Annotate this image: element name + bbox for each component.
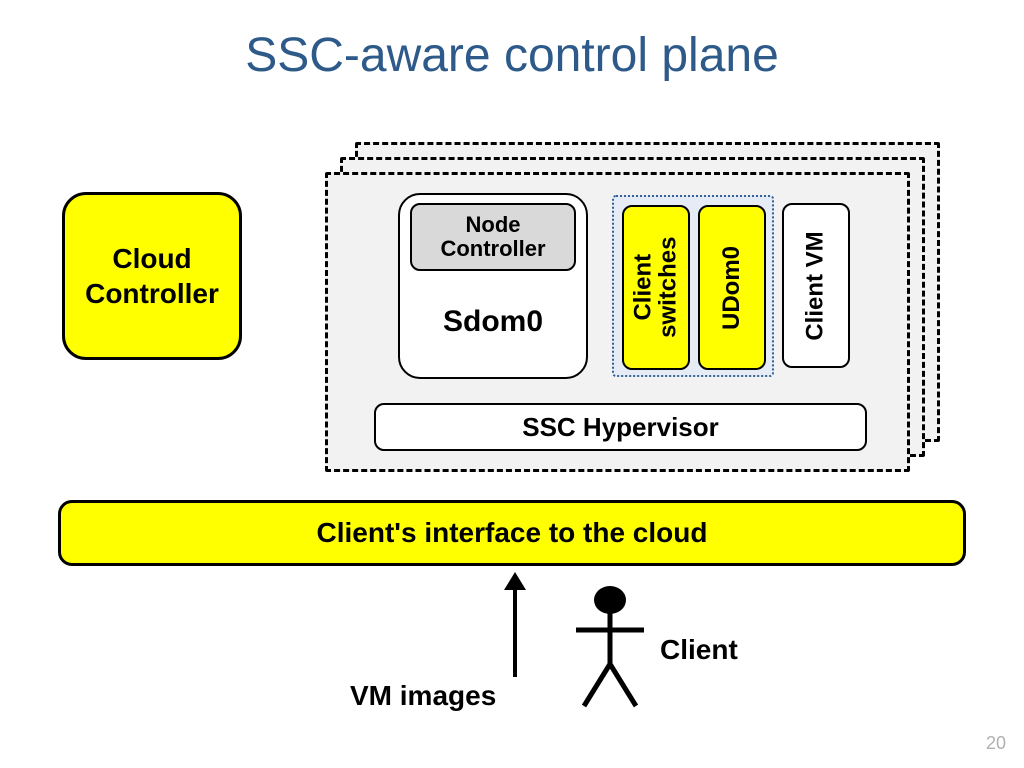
client-switches-label: Clientswitches [631, 237, 681, 338]
sdom0-label: Sdom0 [400, 305, 586, 339]
up-arrow-icon [500, 572, 530, 682]
node-controller-box: NodeController [410, 203, 576, 271]
hypervisor-box: SSC Hypervisor [374, 403, 867, 451]
sdom0-box: NodeController Sdom0 [398, 193, 588, 379]
hypervisor-label: SSC Hypervisor [522, 412, 719, 443]
client-label: Client [660, 634, 738, 666]
client-vm-box: Client VM [782, 203, 850, 368]
cloud-controller-box: CloudController [62, 192, 242, 360]
node-controller-label: NodeController [440, 213, 545, 261]
client-vm-label: Client VM [802, 231, 830, 340]
person-icon [570, 582, 650, 712]
client-group: Clientswitches UDom0 [612, 195, 774, 377]
udom0-label: UDom0 [718, 245, 746, 329]
interface-bar-label: Client's interface to the cloud [317, 517, 708, 549]
page-number: 20 [986, 733, 1006, 754]
udom0-box: UDom0 [698, 205, 766, 370]
interface-bar: Client's interface to the cloud [58, 500, 966, 566]
client-switches-box: Clientswitches [622, 205, 690, 370]
vm-images-label: VM images [350, 680, 496, 712]
stack-layer-1: NodeController Sdom0 Clientswitches UDom… [325, 172, 910, 472]
page-title: SSC-aware control plane [0, 28, 1024, 83]
cloud-controller-label: CloudController [85, 241, 219, 311]
